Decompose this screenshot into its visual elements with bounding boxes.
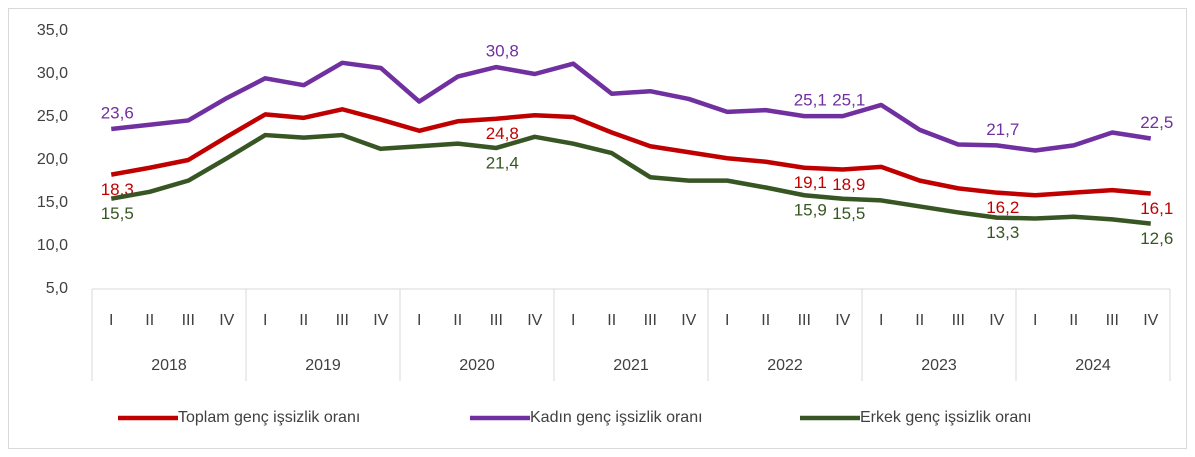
x-tick-label: IV xyxy=(373,312,388,329)
y-tick-label: 5,0 xyxy=(46,280,68,297)
x-tick-label: I xyxy=(1033,312,1037,329)
data-label: 15,9 xyxy=(794,201,827,220)
chart-border xyxy=(8,8,1187,449)
x-tick-label: III xyxy=(952,312,965,329)
data-label: 23,6 xyxy=(101,104,134,123)
data-label: 16,2 xyxy=(986,198,1019,217)
x-tick-label: II xyxy=(453,312,462,329)
x-tick-label: III xyxy=(798,312,811,329)
x-tick-label: II xyxy=(915,312,924,329)
y-tick-label: 25,0 xyxy=(37,108,68,125)
year-label: 2022 xyxy=(767,357,803,374)
y-tick-label: 35,0 xyxy=(37,22,68,39)
data-label: 21,4 xyxy=(486,153,519,172)
legend-label: Erkek genç işsizlik oranı xyxy=(860,409,1032,426)
x-tick-label: III xyxy=(490,312,503,329)
x-tick-label: II xyxy=(1069,312,1078,329)
data-label: 22,5 xyxy=(1140,113,1173,132)
y-tick-label: 10,0 xyxy=(37,237,68,254)
x-tick-label: I xyxy=(417,312,421,329)
year-label: 2018 xyxy=(151,357,187,374)
x-tick-label: III xyxy=(644,312,657,329)
year-label: 2021 xyxy=(613,357,649,374)
series-line xyxy=(110,107,1151,198)
data-label: 18,9 xyxy=(832,175,865,194)
x-tick-label: III xyxy=(1106,312,1119,329)
y-tick-label: 15,0 xyxy=(37,194,68,211)
data-label: 25,1 xyxy=(832,91,865,110)
x-tick-label: II xyxy=(607,312,616,329)
data-label: 15,5 xyxy=(832,204,865,223)
data-label: 15,5 xyxy=(101,204,134,223)
data-label: 13,3 xyxy=(986,223,1019,242)
x-tick-label: III xyxy=(336,312,349,329)
legend-label: Toplam genç işsizlik oranı xyxy=(178,409,360,426)
x-tick-label: III xyxy=(182,312,195,329)
year-label: 2023 xyxy=(921,357,957,374)
x-tick-label: IV xyxy=(681,312,696,329)
year-label: 2024 xyxy=(1075,357,1111,374)
x-tick-label: IV xyxy=(527,312,542,329)
y-tick-label: 20,0 xyxy=(37,151,68,168)
x-tick-label: IV xyxy=(835,312,850,329)
y-tick-label: 30,0 xyxy=(37,65,68,82)
x-tick-label: I xyxy=(109,312,113,329)
x-tick-label: II xyxy=(145,312,154,329)
x-tick-label: I xyxy=(263,312,267,329)
data-label: 12,6 xyxy=(1140,229,1173,248)
series-line xyxy=(110,132,1151,226)
x-tick-label: IV xyxy=(1143,312,1158,329)
year-label: 2020 xyxy=(459,357,495,374)
series-line xyxy=(111,60,1152,153)
data-label: 16,1 xyxy=(1140,199,1173,218)
x-tick-label: IV xyxy=(219,312,234,329)
data-label: 24,8 xyxy=(486,124,519,143)
x-tick-label: I xyxy=(725,312,729,329)
x-tick-label: IV xyxy=(989,312,1004,329)
data-label: 30,8 xyxy=(486,42,519,61)
data-label: 19,1 xyxy=(794,173,827,192)
legend-label: Kadın genç işsizlik oranı xyxy=(530,409,703,426)
x-tick-label: II xyxy=(761,312,770,329)
x-tick-label: II xyxy=(299,312,308,329)
x-tick-label: I xyxy=(879,312,883,329)
year-label: 2019 xyxy=(305,357,341,374)
x-tick-label: I xyxy=(571,312,575,329)
data-label: 25,1 xyxy=(794,91,827,110)
data-label: 21,7 xyxy=(986,120,1019,139)
